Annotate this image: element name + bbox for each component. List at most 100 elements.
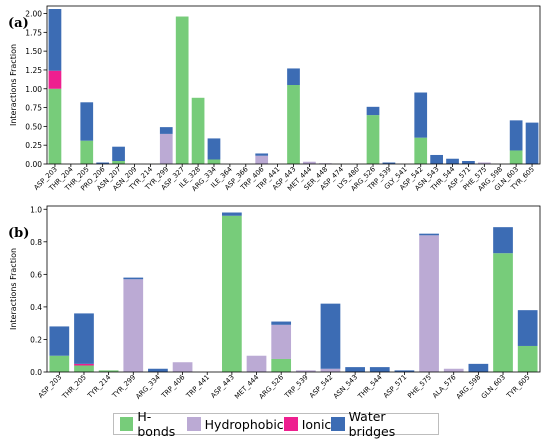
bar-a-asp-542-h-bonds bbox=[414, 137, 428, 164]
bar-a-asn-207-h-bonds bbox=[112, 160, 125, 164]
bar-b-arg-526-h-bonds bbox=[271, 358, 292, 372]
y-tick-label-b: 1.0 bbox=[30, 205, 42, 214]
x-tick-label-b: ASP_542 bbox=[308, 373, 334, 399]
bar-b-thr-205-water-bridges bbox=[74, 313, 94, 364]
y-tick-label-b: 0.4 bbox=[30, 303, 42, 312]
bar-b-thr-205-ionic bbox=[74, 363, 94, 366]
bar-a-pro-206-water-bridges bbox=[96, 162, 110, 164]
x-tick-label-b: PHE_575 bbox=[406, 373, 433, 400]
y-tick-label-a: 1.25 bbox=[25, 66, 42, 75]
x-tick-label-b: ASN_543 bbox=[332, 373, 359, 400]
bar-a-trp-406-water-bridges bbox=[255, 153, 269, 156]
bar-a-asp-571-water-bridges bbox=[462, 160, 475, 164]
x-tick-label-b: TYR_299 bbox=[110, 373, 137, 400]
bar-a-tyr-605-water-bridges bbox=[525, 122, 539, 164]
bar-b-tyr-605-h-bonds bbox=[517, 345, 538, 372]
bar-b-asp-571-water-bridges bbox=[394, 370, 415, 372]
bar-b-phe-575-hydrophobic bbox=[419, 235, 439, 372]
bar-a-asp-542-water-bridges bbox=[414, 92, 428, 138]
bar-a-asp-443-water-bridges bbox=[287, 68, 300, 85]
y-tick-label-a: 1.75 bbox=[25, 28, 42, 37]
x-tick-label-b: MET_444 bbox=[233, 373, 260, 400]
y-tick-label-a: 0.50 bbox=[25, 122, 42, 131]
bar-a-ile-328-h-bonds bbox=[191, 97, 205, 164]
legend-swatch-hydrophobic bbox=[186, 417, 201, 431]
bar-a-asp-327-h-bonds bbox=[175, 16, 189, 165]
legend-item-hbonds: H-bonds bbox=[120, 409, 187, 439]
bar-b-phe-575-water-bridges bbox=[419, 233, 439, 236]
bar-a-gln-603-h-bonds bbox=[509, 150, 523, 164]
plot-frame-b bbox=[46, 205, 541, 373]
bar-b-ala-576-hydrophobic bbox=[443, 368, 464, 372]
y-tick-label-a: 0.25 bbox=[25, 141, 42, 150]
x-tick-label-b: TRP_539 bbox=[283, 373, 310, 400]
bar-b-arg-598-water-bridges bbox=[468, 363, 489, 372]
legend-label-hydrophobic: Hydrophobic bbox=[204, 416, 284, 432]
legend-item-hydrophobic: Hydrophobic bbox=[186, 416, 284, 432]
legend-item-water-bridges: Water bridges bbox=[331, 409, 432, 439]
y-tick-label-a: 1.00 bbox=[25, 85, 42, 94]
bar-b-trp-406-hydrophobic bbox=[172, 362, 193, 372]
bar-b-asp-203-water-bridges bbox=[49, 326, 70, 356]
bar-a-trp-406-hydrophobic bbox=[255, 155, 269, 164]
panel-a-label: (a) bbox=[8, 16, 29, 31]
bar-a-arg-334-h-bonds bbox=[207, 159, 221, 164]
legend-label-water-bridges: Water bridges bbox=[348, 409, 396, 439]
x-tick-label-b: ARG_334 bbox=[134, 373, 162, 401]
y-tick-label-a: 2.00 bbox=[25, 10, 42, 19]
bar-b-arg-526-water-bridges bbox=[271, 321, 292, 325]
bar-b-gln-603-h-bonds bbox=[493, 253, 513, 372]
bar-a-asn-543-water-bridges bbox=[430, 154, 443, 164]
y-tick-label-a: 0.00 bbox=[25, 160, 42, 169]
x-tick-label-b: ALA_576 bbox=[431, 373, 458, 400]
x-tick-label-b: ASP_203 bbox=[37, 373, 63, 399]
y-tick-label-a: 1.50 bbox=[25, 47, 42, 56]
legend-swatch-water-bridges bbox=[331, 417, 345, 431]
x-tick-label-b: TYR_605 bbox=[504, 373, 531, 400]
bar-b-tyr-214-h-bonds bbox=[98, 370, 119, 372]
chart-legend: H-bonds Hydrophobic Ionic Water bridges bbox=[113, 409, 439, 439]
bar-b-met-444-hydrophobic bbox=[246, 355, 267, 372]
bar-b-gln-603-water-bridges bbox=[493, 227, 513, 254]
bar-a-thr-544-water-bridges bbox=[446, 158, 459, 164]
bar-b-tyr-605-water-bridges bbox=[517, 310, 538, 346]
legend-label-ionic: Ionic bbox=[301, 416, 332, 432]
legend-label-hbonds: H-bonds bbox=[137, 409, 176, 439]
bar-a-tyr-299-hydrophobic bbox=[159, 133, 173, 164]
figure: 0.00 0.25 0.50 0.75 1.00 1.25 1.50 1.75 2.00 ASP_… bbox=[9, 5, 541, 401]
panel-a-chart: 0.000.250.500.751.001.251.501.752.00ASP_… bbox=[9, 5, 541, 193]
bar-b-asp-443-water-bridges bbox=[222, 212, 242, 216]
bar-a-thr-205-h-bonds bbox=[80, 140, 94, 164]
x-tick-label-b: THR_544 bbox=[356, 373, 384, 401]
panel-b-label: (b) bbox=[8, 226, 30, 241]
bar-a-trp-539-water-bridges bbox=[382, 162, 396, 164]
x-tick-label-b: TYR_214 bbox=[85, 373, 112, 400]
bar-b-asp-203-h-bonds bbox=[49, 355, 70, 372]
bar-a-phe-575-hydrophobic bbox=[477, 162, 491, 164]
x-tick-label-b: ARG_598 bbox=[455, 373, 483, 401]
bar-b-asp-443-h-bonds bbox=[222, 215, 242, 372]
x-tick-label-b: ASP_571 bbox=[382, 373, 408, 399]
bar-b-asp-542-hydrophobic bbox=[320, 368, 341, 372]
bar-a-tyr-299-water-bridges bbox=[159, 127, 173, 134]
y-axis-label-a: Interactions Fraction bbox=[9, 44, 18, 126]
y-tick-label-b: 0.8 bbox=[30, 238, 42, 247]
bar-a-met-444-hydrophobic bbox=[303, 161, 316, 164]
x-tick-label-b: THR_205 bbox=[60, 373, 88, 401]
legend-item-ionic: Ionic bbox=[283, 416, 332, 432]
x-tick-label-b: GLN_603 bbox=[480, 373, 507, 400]
bar-a-asp-203-water-bridges bbox=[48, 9, 62, 71]
bar-b-arg-526-hydrophobic bbox=[271, 324, 292, 359]
x-tick-label-b: ARG_526 bbox=[258, 373, 286, 401]
bar-b-thr-205-h-bonds bbox=[74, 365, 94, 372]
bar-b-thr-544-water-bridges bbox=[369, 367, 390, 372]
y-tick-label-b: 0.0 bbox=[30, 368, 42, 377]
bar-a-asp-203-h-bonds bbox=[48, 88, 62, 164]
y-tick-label-a: 0.75 bbox=[25, 104, 42, 113]
bar-b-trp-539-hydrophobic bbox=[295, 370, 316, 372]
bar-b-arg-334-water-bridges bbox=[148, 368, 168, 372]
panel-b-chart: 0.00.20.40.60.81.0ASP_203THR_205TYR_214T… bbox=[9, 205, 541, 401]
y-axis-label-b: Interactions Fraction bbox=[9, 248, 18, 330]
bar-a-thr-205-water-bridges bbox=[80, 102, 94, 141]
legend-swatch-hbonds bbox=[120, 417, 134, 431]
